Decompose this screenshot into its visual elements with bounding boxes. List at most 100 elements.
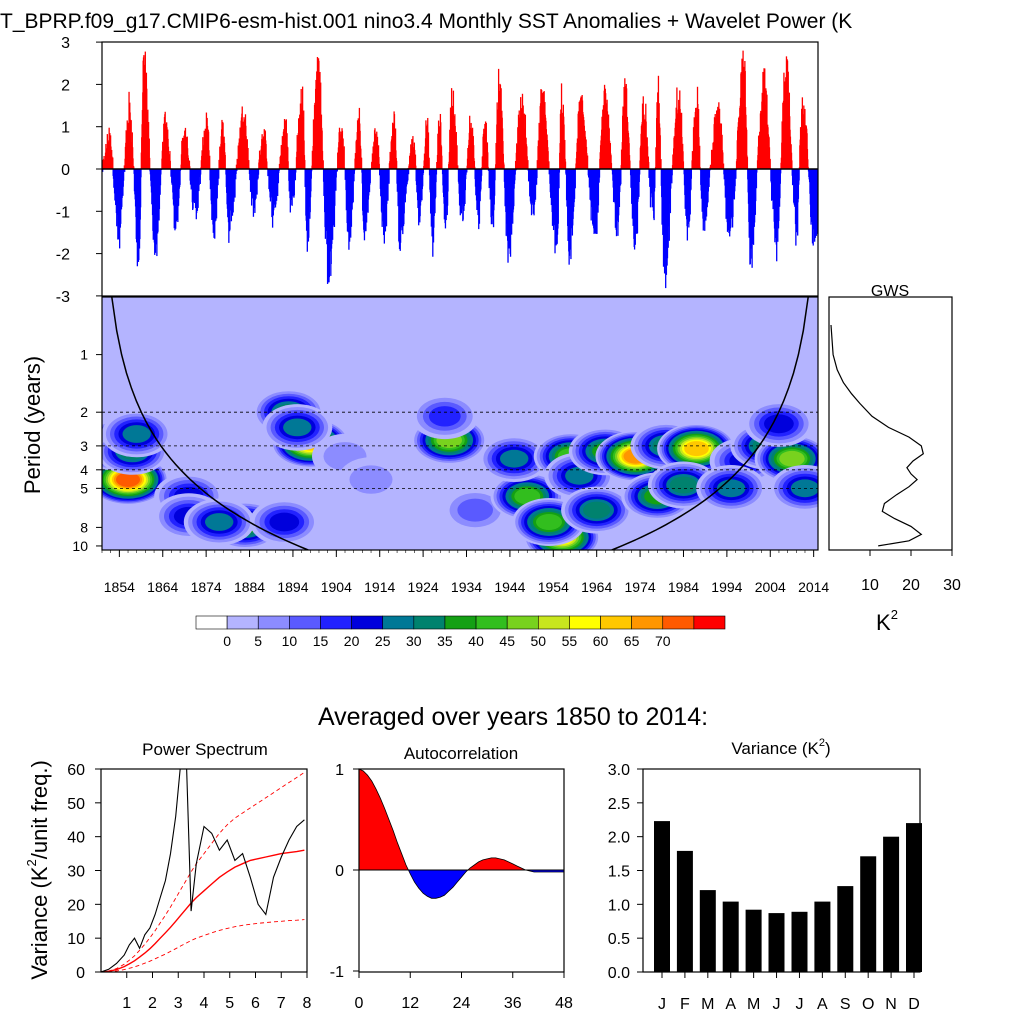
power-spectrum-ylabel: Variance (K2/unit freq.)	[24, 760, 52, 980]
sst-bar	[536, 169, 538, 179]
sst-bar	[671, 169, 673, 184]
variance-bar	[768, 913, 785, 972]
sst-bar	[689, 169, 691, 215]
variance-y-tick-label: 0.0	[608, 965, 630, 982]
sst-bar	[659, 135, 661, 169]
sst-bar	[807, 159, 809, 169]
main-title: T_BPRP.f09_g17.CMIP6-esm-hist.001 nino3.…	[0, 10, 852, 33]
colorbar-swatch	[475, 615, 508, 630]
sst-bar	[256, 169, 258, 195]
sst-bar	[746, 129, 748, 169]
sst-bar	[265, 144, 267, 169]
variance-bar	[837, 886, 854, 972]
sst-bar	[414, 154, 417, 169]
power-spectrum-confidence-lower	[101, 919, 305, 972]
colorbar-label: 25	[375, 633, 391, 649]
variance-bar	[699, 890, 716, 972]
colorbar-label: 60	[593, 633, 609, 649]
sst-bar	[159, 169, 162, 186]
sst-bar	[235, 169, 237, 180]
sst-bar	[287, 161, 289, 169]
sst-bar	[807, 166, 809, 169]
sst-bar	[428, 157, 430, 169]
sst-bar	[586, 155, 589, 169]
sst-bar	[369, 169, 371, 184]
autocorrelation-lobe	[358, 768, 410, 871]
sst-bar	[394, 128, 397, 169]
sst-bar	[514, 169, 516, 181]
sst-bar	[493, 169, 496, 196]
sst-bar	[287, 147, 289, 169]
sst-bar	[415, 165, 417, 169]
variance-bar	[883, 836, 900, 972]
sst-y-axis: 3 2 1 0 -1 -2 -3	[56, 35, 102, 306]
power-spectrum-confidence-upper	[101, 772, 305, 972]
sst-bar	[798, 169, 800, 181]
sst-y-tick-label: -1	[56, 204, 70, 221]
colorbar-swatch	[537, 615, 570, 630]
variance-plot	[654, 821, 922, 972]
sst-y-tick-label: 1	[61, 120, 70, 137]
power-spectrum-title: Power Spectrum	[142, 740, 268, 759]
sst-bar	[321, 150, 324, 169]
variance-title: Variance (K2)	[731, 737, 830, 758]
sst-bar	[646, 146, 649, 169]
autocorrelation-title: Autocorrelation	[404, 744, 518, 763]
variance-bar	[860, 856, 877, 972]
sst-bar	[295, 169, 297, 173]
ac-x-tick-label: 24	[453, 995, 471, 1012]
autocorrelation-lobe	[466, 857, 526, 871]
variance-x-tick-label: M	[747, 996, 760, 1013]
ps-x-tick-label: 1	[122, 995, 131, 1012]
sst-bar	[776, 169, 778, 262]
sst-bar	[158, 169, 161, 210]
wavelet-contour	[349, 465, 393, 494]
sst-bar	[235, 164, 238, 169]
sst-bar	[160, 169, 162, 175]
wavelet-x-tick-label: 1984	[668, 579, 699, 595]
wavelet-y-tick-label: 5	[80, 480, 88, 496]
sst-bar	[620, 169, 622, 185]
ps-y-tick-label: 20	[67, 897, 85, 914]
power-spectrum-axes: 1 2 3 4 5 6 7 8 60 50 40 30 20 10 0	[67, 762, 311, 1012]
sst-bar	[690, 169, 692, 190]
wavelet-x-tick-label: 1944	[494, 579, 525, 595]
colorbar-swatch	[506, 615, 539, 630]
sst-bar	[699, 145, 701, 169]
colorbar-label: 45	[499, 633, 515, 649]
ps-x-tick-label: 4	[200, 995, 209, 1012]
wavelet-x-tick-label: 1894	[277, 579, 308, 595]
sst-bar	[547, 151, 549, 169]
colorbar-label: 5	[254, 633, 262, 649]
sst-bar	[639, 169, 641, 175]
sst-bar	[487, 166, 489, 169]
sst-bar	[218, 169, 220, 179]
wavelet-x-tick-label: 1854	[104, 579, 135, 595]
wavelet-contour	[283, 418, 312, 437]
sst-bar	[217, 169, 219, 186]
sst-bar	[768, 147, 771, 169]
wavelet-x-tick-label: 1914	[364, 579, 395, 595]
sst-bar	[187, 157, 189, 169]
colorbar-swatch	[289, 615, 321, 630]
sst-bar	[303, 140, 305, 169]
sst-bar	[654, 169, 656, 188]
colorbar-swatch	[382, 615, 415, 630]
wavelet-contour	[779, 450, 805, 467]
wavelet-x-tick-label: 1874	[191, 579, 222, 595]
wavelet-y-tick-label: 1	[80, 347, 88, 363]
sst-bar	[557, 169, 559, 224]
sst-bar	[387, 169, 389, 201]
sst-bar	[709, 169, 711, 171]
sst-bar	[246, 139, 248, 169]
ps-y-tick-label: 10	[67, 931, 85, 948]
sst-bar	[360, 157, 363, 169]
wavelet-frame	[101, 296, 819, 551]
power-spectrum-line	[101, 769, 305, 972]
sst-bar	[310, 169, 312, 192]
ac-x-tick-label: 36	[504, 995, 522, 1012]
sst-bar	[224, 154, 226, 169]
sst-bar	[189, 166, 191, 169]
sst-bar	[376, 136, 379, 169]
sst-bar	[806, 149, 809, 169]
